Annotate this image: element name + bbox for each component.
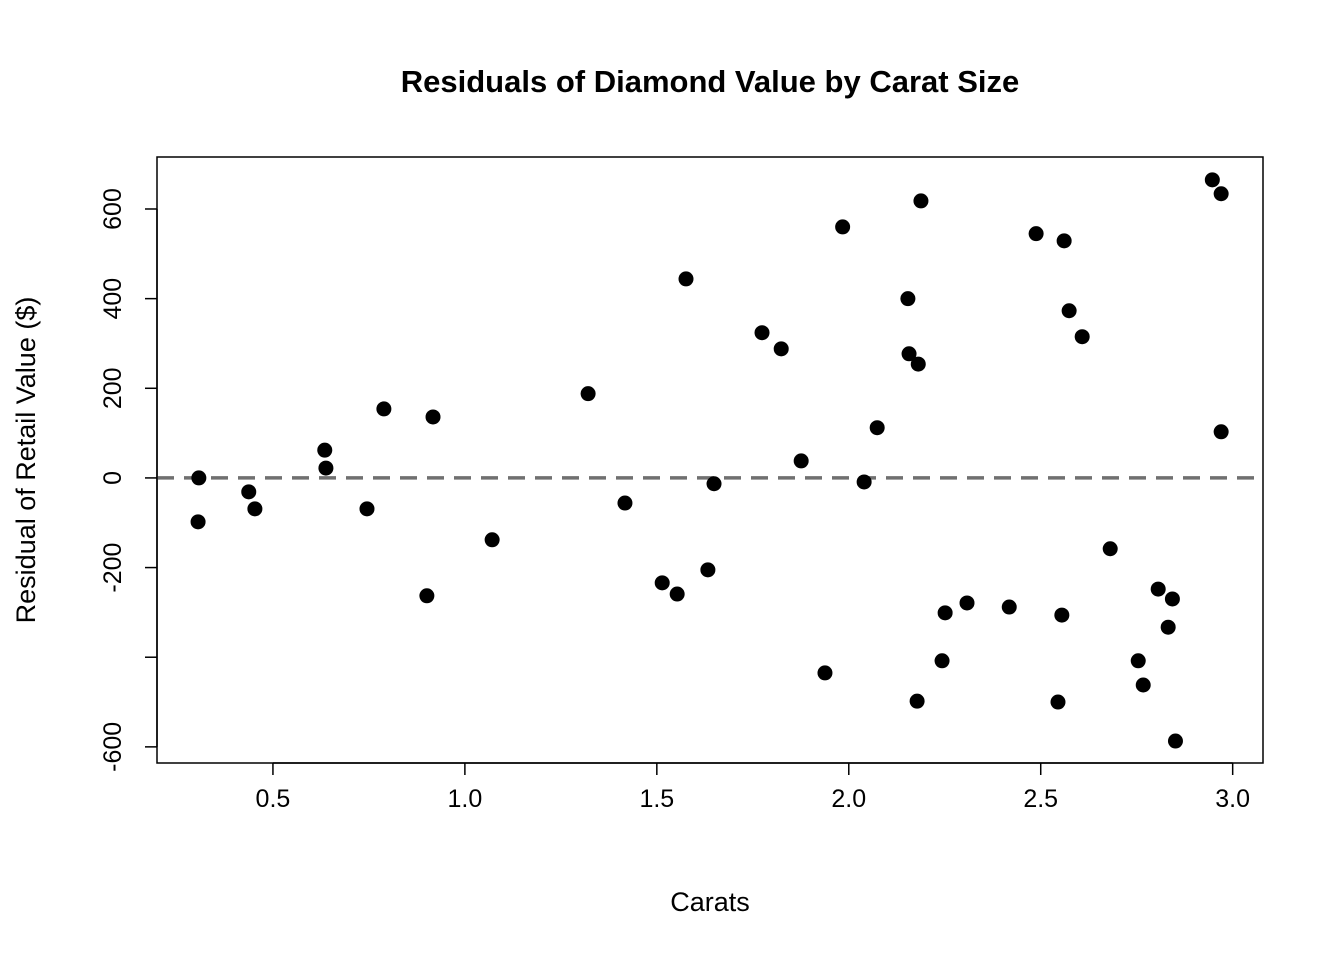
data-point (934, 653, 950, 669)
data-point (793, 453, 809, 469)
x-tick-label: 1.5 (639, 785, 674, 813)
data-point (856, 474, 872, 490)
data-point (959, 595, 975, 611)
data-point (910, 356, 926, 372)
data-point (654, 575, 670, 591)
y-axis-label: Residual of Retail Value ($) (11, 297, 41, 624)
y-tick-label: 0 (99, 471, 127, 485)
data-point (419, 588, 435, 604)
data-point (913, 193, 929, 209)
data-point (484, 532, 500, 548)
data-point (754, 325, 770, 341)
data-point (617, 495, 633, 511)
y-tick-label: 400 (99, 278, 127, 320)
data-point (359, 501, 375, 517)
data-point (318, 460, 334, 476)
x-tick-label: 0.5 (256, 785, 291, 813)
chart-title: Residuals of Diamond Value by Carat Size (401, 64, 1019, 99)
data-points (190, 172, 1229, 749)
x-tick-label: 2.0 (831, 785, 866, 813)
data-point (1213, 424, 1229, 440)
data-point (773, 341, 789, 357)
y-tick-label: 200 (99, 367, 127, 409)
y-axis: 600 400 200 0 -200 -600 (99, 188, 158, 772)
data-point (1130, 653, 1146, 669)
data-point (190, 514, 206, 530)
data-point (1102, 541, 1118, 557)
data-point (901, 346, 917, 362)
data-point (1150, 581, 1166, 597)
data-point (1213, 186, 1229, 202)
data-point (1028, 226, 1044, 242)
data-point (191, 470, 207, 486)
x-axis-label: Carats (670, 887, 750, 917)
data-point (678, 271, 694, 287)
data-point (241, 484, 257, 500)
data-point (1167, 733, 1183, 749)
data-point (1204, 172, 1220, 188)
x-axis: 0.5 1.0 1.5 2.0 2.5 3.0 (256, 762, 1250, 813)
data-point (1054, 607, 1070, 623)
data-point (669, 586, 685, 602)
data-point (247, 501, 263, 517)
data-point (1001, 599, 1017, 615)
data-point (817, 665, 833, 681)
data-point (706, 476, 722, 492)
data-point (1074, 329, 1090, 345)
y-tick-label: -600 (99, 722, 127, 772)
data-point (1160, 619, 1176, 635)
data-point (835, 219, 851, 235)
data-point (1050, 694, 1066, 710)
data-point (869, 420, 885, 436)
plot-frame (156, 156, 1264, 764)
x-tick-label: 3.0 (1215, 785, 1250, 813)
data-point (1056, 233, 1072, 249)
data-point (937, 605, 953, 621)
data-point (317, 442, 333, 458)
data-point (376, 401, 392, 417)
x-tick-label: 2.5 (1023, 785, 1058, 813)
data-point (1135, 677, 1151, 693)
data-point (909, 693, 925, 709)
data-point (1061, 303, 1077, 319)
data-point (700, 562, 716, 578)
data-point (580, 386, 596, 402)
x-tick-label: 1.0 (448, 785, 483, 813)
y-tick-label: 600 (99, 188, 127, 230)
data-point (1164, 591, 1180, 607)
data-point (900, 291, 916, 307)
data-point (425, 409, 441, 425)
y-tick-label: -200 (99, 543, 127, 593)
